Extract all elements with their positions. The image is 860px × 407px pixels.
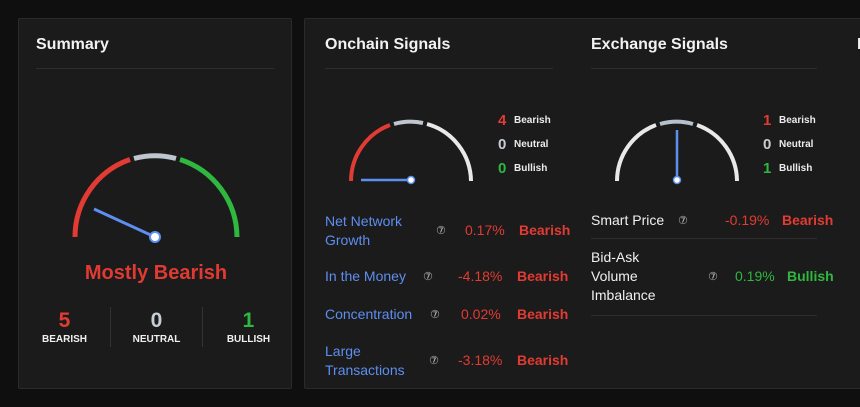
exchange-gauge	[615, 119, 739, 185]
help-icon[interactable]: ⑦	[436, 225, 446, 237]
help-icon[interactable]: ⑦	[430, 309, 440, 321]
exchange-title: Exchange Signals	[591, 36, 728, 53]
gauge-bearish-arc	[349, 123, 391, 182]
gauge-pivot	[149, 231, 161, 243]
summary-title: Summary	[36, 36, 109, 53]
in-the-money-link[interactable]: In the Money	[325, 268, 406, 284]
bullish-count-label: BULLISH	[226, 334, 271, 345]
exchange-bullish-count: 1	[763, 159, 772, 177]
bearish-count-value: 5	[58, 309, 71, 332]
onchain-neutral-label: Neutral	[514, 138, 549, 150]
bid-ask-volume-imbalance-pct: 0.19%	[735, 268, 775, 284]
gauge-bearish-arc	[72, 157, 131, 238]
help-icon[interactable]: ⑦	[708, 271, 718, 283]
smart-price-label: Smart Price	[591, 212, 665, 228]
count-separator	[202, 307, 203, 347]
gauge-pivot	[406, 175, 416, 185]
help-icon[interactable]: ⑦	[678, 215, 688, 227]
exchange-divider	[591, 68, 817, 69]
onchain-bullish-label: Bullish	[514, 162, 548, 174]
gauge-bearish-arc	[615, 123, 657, 182]
signals-card: Onchain Signals 4 Bearish 0 Neutral 0 Bulli…	[304, 18, 860, 389]
exchange-neutral-count: 0	[763, 135, 772, 153]
exchange-bearish-label: Bearish	[779, 114, 816, 126]
help-icon[interactable]: ⑦	[429, 355, 439, 367]
onchain-divider	[325, 68, 553, 69]
gauge-neutral-arc	[659, 119, 694, 126]
net-network-growth-pct: 0.17%	[465, 222, 505, 238]
large-transactions-signal: Bearish	[517, 352, 569, 368]
large-transactions-pct: -3.18%	[458, 352, 503, 368]
exchange-legend: 1 Bearish 0 Neutral 1 Bullish	[763, 108, 816, 180]
in-the-money-pct: -4.18%	[458, 268, 503, 284]
smart-price-pct: -0.19%	[725, 212, 770, 228]
summary-gauge	[72, 153, 240, 243]
count-separator	[110, 307, 111, 347]
onchain-gauge	[349, 119, 473, 185]
gauge-neutral-arc	[393, 119, 424, 126]
onchain-legend: 4 Bearish 0 Neutral 0 Bullish	[498, 108, 551, 180]
exchange-bearish-count: 1	[763, 111, 772, 129]
bullish-count-value: 1	[242, 309, 255, 332]
bearish-count: 5 BEARISH	[19, 309, 110, 345]
summary-verdict: Mostly Bearish	[84, 262, 228, 284]
gauge-neutral-arc	[133, 153, 177, 161]
summary-card: Summary Mostly Bearish 5 BEARISH 0 NEUTR…	[18, 18, 292, 389]
exchange-row-divider	[591, 315, 817, 316]
gauge-needle	[93, 207, 156, 239]
exchange-row-divider	[591, 238, 817, 239]
next-section-title: D	[857, 36, 860, 54]
neutral-count-value: 0	[150, 309, 163, 332]
smart-price-signal: Bearish	[782, 212, 834, 228]
bearish-count-label: BEARISH	[41, 334, 87, 345]
onchain-bullish-count: 0	[498, 159, 507, 177]
concentration-signal: Bearish	[517, 306, 569, 322]
gauge-bullish-arc	[179, 157, 240, 238]
neutral-count: 0 NEUTRAL	[111, 309, 202, 345]
help-icon[interactable]: ⑦	[423, 271, 433, 283]
net-network-growth-signal: Bearish	[519, 222, 571, 238]
concentration-pct: 0.02%	[461, 306, 501, 322]
onchain-title: Onchain Signals	[325, 36, 451, 53]
net-network-growth-link[interactable]: Net Network Growth	[325, 213, 403, 248]
bid-ask-volume-imbalance-label: Bid-Ask Volume Imbalance	[591, 249, 656, 303]
onchain-bearish-count: 4	[498, 111, 507, 129]
onchain-bearish-label: Bearish	[514, 114, 551, 126]
gauge-pivot	[672, 175, 682, 185]
bullish-count: 1 BULLISH	[203, 309, 294, 345]
exchange-neutral-label: Neutral	[779, 138, 814, 150]
gauge-bullish-arc	[426, 122, 473, 182]
bid-ask-volume-imbalance-signal: Bullish	[787, 268, 834, 284]
in-the-money-signal: Bearish	[517, 268, 569, 284]
neutral-count-label: NEUTRAL	[132, 334, 181, 345]
concentration-link[interactable]: Concentration	[325, 306, 413, 322]
summary-divider	[36, 68, 274, 69]
gauge-bullish-arc	[696, 123, 739, 182]
onchain-neutral-count: 0	[498, 135, 507, 153]
large-transactions-link[interactable]: Large Transactions	[325, 343, 405, 378]
exchange-bullish-label: Bullish	[779, 162, 813, 174]
